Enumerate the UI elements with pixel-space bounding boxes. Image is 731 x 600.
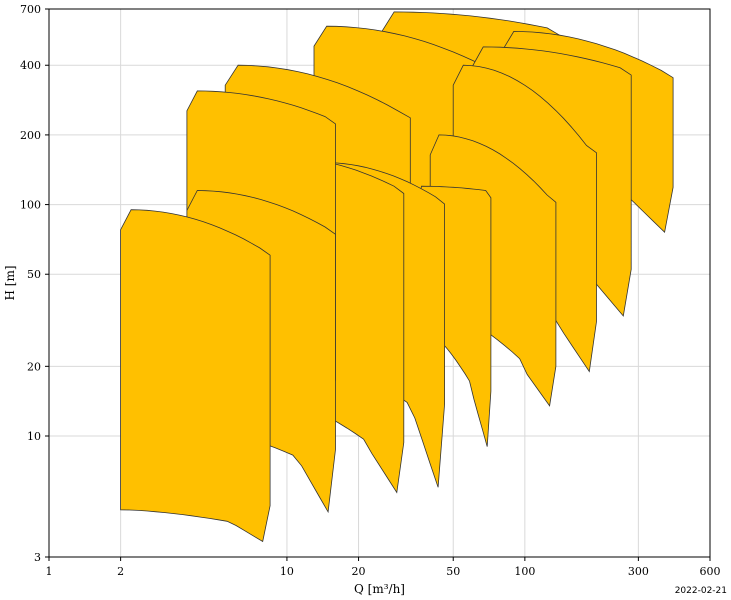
pump-range-region [120,209,271,543]
x-tick-label: 1 [46,565,53,578]
y-tick-label: 10 [27,430,41,443]
y-tick-label: 20 [27,360,41,373]
y-axis-label: H [m] [3,265,17,300]
y-tick-label: 700 [20,3,41,16]
plot-area-frame [48,8,711,558]
x-tick-label: 100 [514,565,535,578]
series-group [120,11,674,543]
y-tick-label: 200 [20,129,41,142]
x-tick-label: 10 [280,565,294,578]
x-tick-label: 2 [117,565,124,578]
x-tick-label: 20 [352,565,366,578]
x-tick-label: 600 [700,565,721,578]
x-tick-label: 50 [446,565,460,578]
date-stamp: 2022-02-21 [674,586,727,596]
y-tick-label: 400 [20,59,41,72]
y-tick-label: 50 [27,268,41,281]
y-tick-label: 3 [34,551,41,564]
x-tick-label: 300 [628,565,649,578]
x-axis-label: Q [m³/h] [354,582,405,596]
y-tick-label: 100 [20,199,41,212]
